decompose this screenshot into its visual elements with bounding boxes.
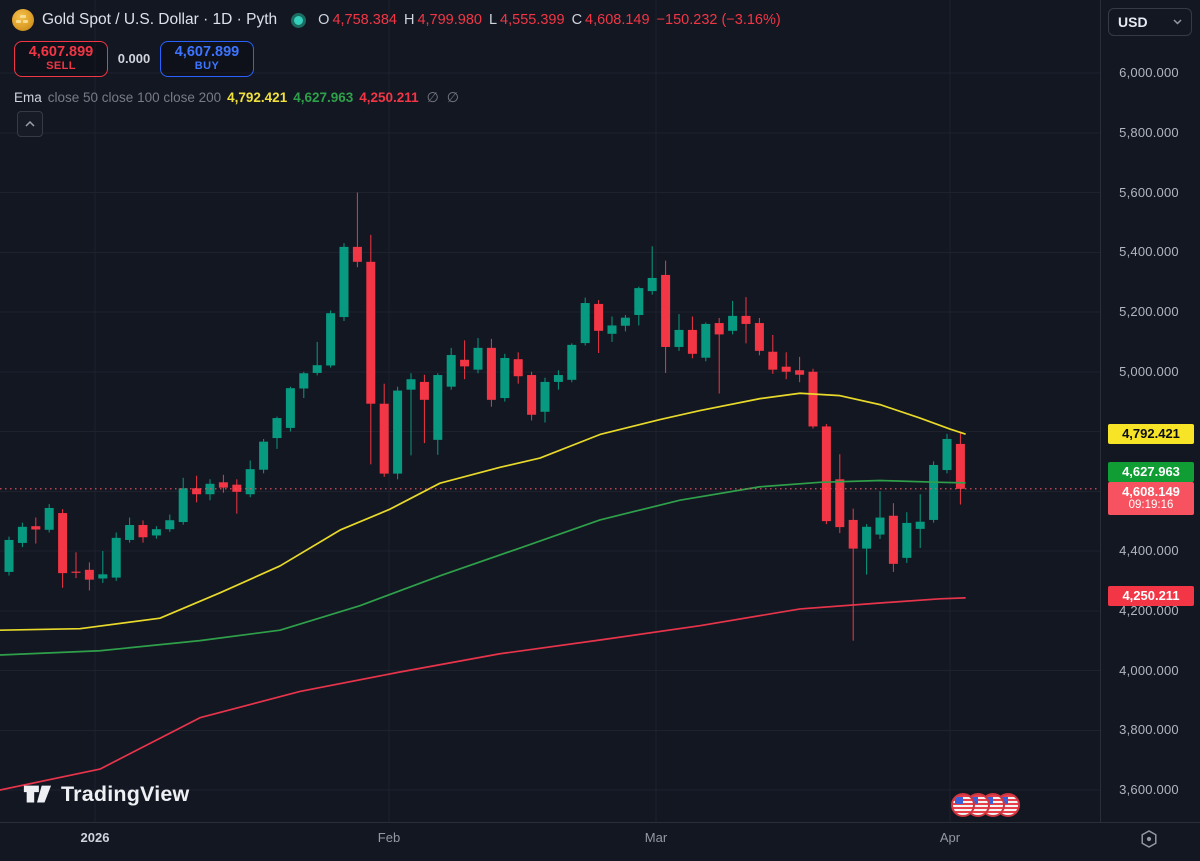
buy-button[interactable]: 4,607.899 BUY: [160, 40, 254, 77]
price-tick-label: 4,000.000: [1119, 662, 1179, 678]
ema50-value: 4,792.421: [227, 89, 288, 105]
chart-settings-gear-icon[interactable]: [1138, 828, 1160, 850]
symbol-title[interactable]: Gold Spot / U.S. Dollar · 1D · Pyth: [42, 11, 278, 28]
economic-event-flags: [951, 793, 1020, 817]
indicator-params: close 50 close 100 close 200: [47, 89, 222, 105]
close-label: C: [571, 12, 583, 28]
market-status-icon: [291, 12, 307, 28]
spread-value: 0.000: [117, 51, 151, 66]
ohlc-values: O 4,758.384 H 4,799.980 L 4,555.399 C 4,608.…: [318, 12, 781, 28]
tradingview-logo[interactable]: TradingView: [22, 781, 189, 807]
gold-symbol-icon: [12, 9, 34, 31]
price-tick-label: 5,400.000: [1119, 244, 1179, 260]
ema200-value: 4,250.211: [359, 89, 419, 105]
chevron-down-icon: [1173, 19, 1182, 25]
tradingview-logo-icon: [23, 785, 52, 803]
time-axis-month-label: Feb: [377, 830, 401, 845]
time-axis-month-label: Mar: [644, 830, 668, 845]
empty-value-icon: ∅: [426, 88, 439, 105]
ema-indicator-legend[interactable]: Ema close 50 close 100 close 200 4,792.4…: [14, 88, 459, 106]
price-tick-label: 6,000.000: [1119, 65, 1179, 80]
sell-price: 4,607.899: [28, 44, 94, 60]
time-axis-year-label: 2026: [80, 830, 110, 845]
buy-price: 4,607.899: [174, 44, 240, 60]
ema100-value: 4,627.963: [293, 89, 354, 105]
us-flag-event-icon[interactable]: [951, 793, 975, 817]
ema50-price-label: 4,792.421: [1108, 423, 1194, 444]
price-tick-label: 5,800.000: [1119, 124, 1179, 140]
low-label: L: [488, 12, 498, 28]
last-price-time: 09:19:16: [1128, 498, 1174, 511]
high-label: H: [403, 12, 415, 28]
currency-dropdown[interactable]: USD: [1108, 8, 1192, 36]
price-tick-label: 5,600.000: [1119, 184, 1179, 200]
time-axis-month-label: Apr: [939, 830, 961, 845]
trade-panel: 4,607.899 SELL 0.000 4,607.899 BUY: [14, 40, 254, 77]
empty-value-icon: ∅: [446, 88, 459, 105]
chart-header: Gold Spot / U.S. Dollar · 1D · Pyth O 4,7…: [12, 7, 781, 33]
price-tick-label: 3,800.000: [1119, 722, 1179, 738]
low-value: 4,555.399: [500, 12, 565, 28]
price-axis[interactable]: 6,000.000 5,800.000 5,600.000 5,400.000 5,20…: [1100, 0, 1200, 822]
buy-label: BUY: [194, 60, 220, 72]
change-value: −150.232 (−3.16%): [656, 12, 781, 28]
time-axis[interactable]: 2026 Feb Mar Apr: [0, 822, 1200, 861]
price-tick-label: 5,000.000: [1119, 363, 1179, 379]
price-tick-label: 4,400.000: [1119, 543, 1179, 558]
ema200-price-label: 4,250.211: [1108, 585, 1194, 606]
collapse-panel-button[interactable]: [17, 111, 43, 137]
price-tick-label: 5,200.000: [1119, 304, 1179, 319]
tradingview-logo-text: TradingView: [61, 781, 190, 806]
price-tick-label: 3,600.000: [1119, 782, 1179, 797]
currency-value: USD: [1118, 14, 1148, 30]
chevron-up-icon: [25, 121, 35, 127]
price-tick-label: 4,200.000: [1119, 602, 1179, 618]
last-price-label: 4,608.149 09:19:16: [1108, 481, 1194, 515]
open-value: 4,758.384: [332, 12, 397, 28]
high-value: 4,799.980: [417, 12, 482, 28]
sell-label: SELL: [46, 60, 76, 72]
indicator-name: Ema: [14, 89, 42, 105]
open-label: O: [318, 12, 330, 28]
sell-button[interactable]: 4,607.899 SELL: [14, 40, 108, 77]
close-value: 4,608.149: [585, 12, 650, 28]
ema100-price-label: 4,627.963: [1108, 461, 1194, 482]
